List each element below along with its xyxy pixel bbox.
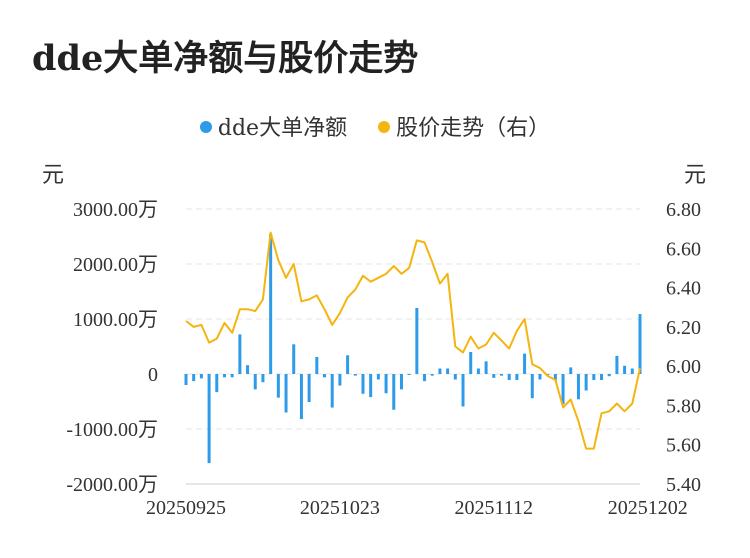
bar[interactable]: [330, 374, 334, 408]
x-tick-label: 20250925: [146, 497, 226, 519]
bar-series: [184, 233, 642, 464]
bar[interactable]: [523, 353, 527, 374]
bar[interactable]: [276, 374, 280, 398]
bar[interactable]: [238, 334, 242, 374]
bar[interactable]: [469, 352, 473, 374]
right-tick-label: 6.60: [666, 238, 701, 260]
bar[interactable]: [530, 374, 534, 399]
bar[interactable]: [438, 368, 442, 375]
bar[interactable]: [600, 374, 604, 381]
bar[interactable]: [461, 374, 465, 407]
bar[interactable]: [299, 374, 303, 420]
bar[interactable]: [538, 374, 542, 380]
bar[interactable]: [307, 374, 311, 403]
legend-marker-bar: [199, 121, 212, 133]
bar[interactable]: [553, 374, 557, 381]
legend: dde大单净额 股价走势（右）: [0, 110, 750, 142]
bar[interactable]: [607, 374, 611, 377]
bar[interactable]: [230, 374, 234, 378]
legend-label-line: 股价走势（右）: [396, 116, 551, 141]
bar[interactable]: [269, 233, 273, 374]
bar[interactable]: [353, 374, 357, 376]
price-line[interactable]: [185, 231, 641, 450]
bar[interactable]: [484, 361, 488, 374]
bar[interactable]: [184, 374, 188, 385]
bar[interactable]: [584, 374, 588, 391]
right-tick-label: 6.20: [666, 317, 701, 339]
legend-item-bar[interactable]: dde大单净额: [199, 110, 348, 142]
left-tick-label: -2000.00万: [66, 474, 158, 496]
bar[interactable]: [569, 367, 573, 374]
legend-marker-line: [378, 121, 391, 133]
legend-item-line[interactable]: 股价走势（右）: [378, 110, 550, 142]
left-tick-label: 3000.00万: [73, 199, 158, 221]
bar[interactable]: [499, 374, 503, 376]
right-axis-unit: 元: [684, 163, 707, 188]
bar[interactable]: [346, 355, 350, 374]
bar[interactable]: [453, 374, 457, 380]
bar[interactable]: [284, 374, 288, 413]
bar[interactable]: [415, 308, 419, 374]
grid: [186, 208, 640, 430]
bar[interactable]: [384, 374, 388, 394]
x-tick-label: 20251112: [455, 497, 534, 519]
right-tick-label: 5.40: [666, 474, 701, 496]
bar[interactable]: [207, 374, 211, 464]
line-series: [185, 231, 641, 450]
bar[interactable]: [615, 355, 619, 374]
x-tick-label: 20251023: [300, 497, 380, 519]
bar[interactable]: [576, 374, 580, 400]
bar[interactable]: [430, 374, 434, 376]
bar[interactable]: [261, 374, 265, 383]
bar[interactable]: [561, 374, 565, 405]
bar[interactable]: [392, 374, 396, 410]
bar[interactable]: [361, 374, 365, 394]
bar[interactable]: [376, 374, 380, 380]
bar[interactable]: [292, 344, 296, 374]
bar[interactable]: [638, 314, 642, 374]
bar[interactable]: [338, 374, 342, 386]
left-tick-label: -1000.00万: [66, 419, 158, 441]
bar[interactable]: [623, 365, 627, 374]
bar[interactable]: [592, 374, 596, 381]
bar[interactable]: [446, 368, 450, 375]
right-tick-label: 6.00: [666, 356, 701, 378]
bar[interactable]: [507, 374, 511, 381]
right-tick-label: 6.40: [666, 278, 701, 300]
axes: 3000.00万 2000.00万 1000.00万 0 -1000.00万 -2000.…: [66, 199, 701, 519]
bar[interactable]: [215, 374, 219, 393]
chart-title: dde大单净额与股价走势: [32, 38, 419, 79]
bar[interactable]: [630, 368, 634, 375]
right-tick-label: 5.60: [666, 435, 701, 457]
bar[interactable]: [492, 374, 496, 378]
legend-label-bar: dde大单净额: [217, 116, 348, 141]
x-tick-label: 20251202: [608, 497, 688, 519]
bar[interactable]: [315, 356, 319, 374]
bar[interactable]: [222, 374, 226, 378]
right-tick-label: 5.80: [666, 395, 701, 417]
bar[interactable]: [476, 368, 480, 375]
bar[interactable]: [399, 374, 403, 390]
bar[interactable]: [407, 374, 411, 375]
bar[interactable]: [192, 374, 196, 382]
bar[interactable]: [199, 374, 203, 379]
bar[interactable]: [515, 374, 519, 381]
right-tick-label: 6.80: [666, 199, 701, 221]
bar[interactable]: [253, 374, 257, 390]
left-tick-label: 2000.00万: [73, 254, 158, 276]
bar[interactable]: [323, 374, 327, 378]
left-tick-label: 0: [148, 364, 158, 386]
bar[interactable]: [423, 374, 427, 382]
bar[interactable]: [369, 374, 373, 398]
bar[interactable]: [246, 365, 250, 374]
left-tick-label: 1000.00万: [73, 309, 158, 331]
left-axis-unit: 元: [42, 163, 65, 188]
